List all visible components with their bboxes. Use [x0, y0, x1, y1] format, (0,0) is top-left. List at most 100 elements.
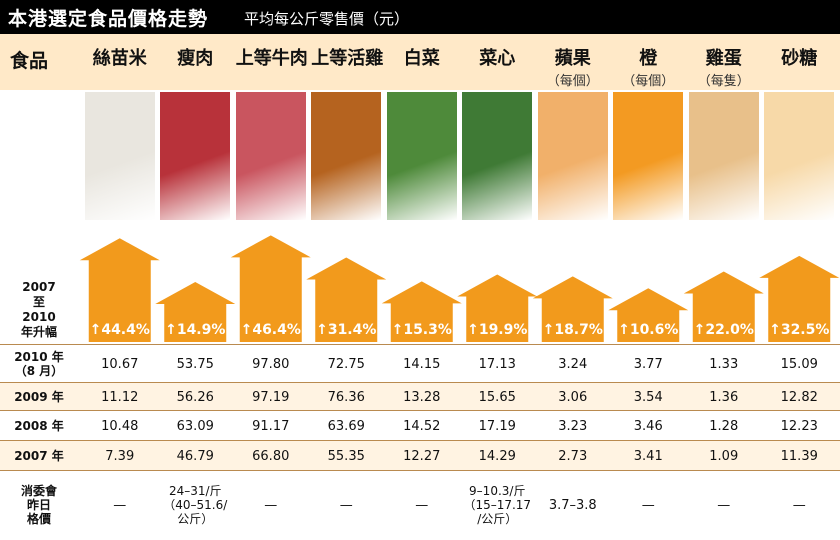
table-cell: 1.36 — [709, 389, 739, 405]
increase-arrow — [532, 276, 613, 342]
increase-value-label: ↑31.4% — [316, 322, 376, 338]
chart-title: 本港選定食品價格走勢 — [8, 8, 209, 30]
table-cell: 11.39 — [780, 448, 818, 464]
table-cell: 15.65 — [478, 389, 516, 405]
increase-value-label: ↑19.9% — [467, 322, 527, 338]
row-label-line: 昨日 — [26, 498, 51, 512]
row-label-line: 2009 年 — [14, 390, 64, 404]
table-cell: 63.69 — [327, 418, 365, 434]
column-name: 蘋果 — [554, 48, 591, 69]
table-cell: 24–31/斤 （40–51.6/ 公斤） — [163, 484, 228, 526]
food-photo — [386, 92, 457, 220]
increase-value-label: ↑14.9% — [165, 322, 225, 338]
table-cell: 3.23 — [558, 418, 588, 434]
table-cell: 15.09 — [780, 356, 818, 372]
table-cell: — — [641, 497, 655, 513]
table-row: 消委會 昨日 格價 — 24–31/斤 （40–51.6/ 公斤） — — — 9–10.3/斤… — [0, 470, 840, 539]
food-photo — [688, 92, 759, 220]
table-cell: 3.06 — [558, 389, 588, 405]
row-label-line: 2008 年 — [14, 419, 64, 433]
increase-value-label: ↑44.4% — [90, 322, 150, 338]
food-photo — [84, 92, 155, 220]
table-cell: 9–10.3/斤 （15–17.17 /公斤） — [463, 484, 532, 526]
header-label: 食品 — [10, 50, 49, 72]
food-photo — [613, 92, 684, 220]
table-cell: 53.75 — [176, 356, 214, 372]
increase-value-label: ↑46.4% — [241, 322, 301, 338]
table-cell: 3.24 — [558, 356, 588, 372]
table-cell: 76.36 — [327, 389, 365, 405]
increase-value-label: ↑15.3% — [392, 322, 452, 338]
table-cell: 72.75 — [327, 356, 365, 372]
food-photo — [235, 92, 306, 220]
table-row: 2008 年 10.48 63.09 91.17 63.69 14.52 17.19 3.23… — [0, 410, 840, 441]
table-cell: 12.82 — [780, 389, 818, 405]
table-cell: 10.67 — [101, 356, 139, 372]
table-cell: 1.09 — [709, 448, 739, 464]
increase-arrow — [79, 238, 160, 342]
increase-arrow — [230, 235, 311, 342]
table-row: 2010 年（8 月） 10.67 53.75 97.80 72.75 14.15 17.1… — [0, 344, 840, 383]
header-row: 食品 絲苗米 瘦肉 上等牛肉 上等活雞 白菜 菜心 蘋果 （每個） 橙 （每個） 雞蛋 （每隻） 砂糖 — [0, 34, 840, 90]
table-cell: — — [264, 497, 278, 513]
table-cell: 13.28 — [403, 389, 441, 405]
row-label: 2007 年 — [0, 449, 78, 463]
column-unit: （每隻） — [697, 74, 750, 89]
row-label: 消委會 昨日 格價 — [0, 484, 78, 526]
title-bar: 本港選定食品價格走勢 平均每公斤零售價（元） — [0, 0, 840, 34]
increase-arrow — [457, 274, 538, 342]
row-label-line: 格價 — [26, 512, 51, 526]
table-row: 2007 年 7.39 46.79 66.80 55.35 12.27 14.29 2.73 3… — [0, 440, 840, 471]
table-cell: 91.17 — [252, 418, 290, 434]
column-unit: （每個） — [622, 74, 675, 89]
table-cell: 66.80 — [252, 448, 290, 464]
table-cell: 3.46 — [633, 418, 663, 434]
table-cell: — — [792, 497, 806, 513]
increase-value-label: ↑10.6% — [618, 322, 678, 338]
increase-label-line: 年升幅 — [20, 325, 57, 339]
column-name: 瘦肉 — [177, 48, 214, 69]
table-cell: 14.15 — [403, 356, 441, 372]
table-cell: 12.27 — [403, 448, 441, 464]
column-name: 白菜 — [403, 48, 440, 69]
row-label-line: 2007 年 — [14, 449, 64, 463]
table-cell: 55.35 — [327, 448, 365, 464]
table-cell: 3.77 — [633, 356, 663, 372]
table-cell: 17.19 — [478, 418, 516, 434]
table-cell: 14.52 — [403, 418, 441, 434]
column-name: 砂糖 — [781, 48, 818, 69]
table-cell: 7.39 — [105, 448, 135, 464]
increase-label-line: 2007 — [22, 280, 56, 294]
food-photo — [537, 92, 608, 220]
increase-arrow — [381, 281, 462, 342]
column-name: 雞蛋 — [705, 48, 742, 69]
table-cell: 46.79 — [176, 448, 214, 464]
food-photo — [764, 92, 835, 220]
table-cell: 14.29 — [478, 448, 516, 464]
table-cell: 1.28 — [709, 418, 739, 434]
chart-subtitle: 平均每公斤零售價（元） — [244, 10, 410, 28]
increase-label-line: 至 — [32, 295, 45, 309]
column-unit: （每個） — [546, 74, 599, 89]
column-name: 絲苗米 — [92, 48, 147, 69]
increase-arrow — [306, 257, 387, 342]
table-cell: 12.23 — [780, 418, 818, 434]
increase-label: 2007 至 2010 年升幅 — [0, 280, 78, 340]
table-cell: — — [339, 497, 353, 513]
row-label-line: （8 月） — [14, 364, 64, 378]
table-cell: 3.54 — [633, 389, 663, 405]
increase-arrow — [608, 288, 689, 342]
row-label: 2010 年（8 月） — [0, 350, 78, 378]
table-cell: 56.26 — [176, 389, 214, 405]
row-label-line: 2010 年 — [14, 350, 64, 364]
increase-arrow — [155, 281, 236, 342]
column-name: 菜心 — [479, 48, 516, 69]
increase-arrow — [683, 271, 764, 342]
table-cell: 97.19 — [252, 389, 290, 405]
table-row: 2009 年 11.12 56.26 97.19 76.36 13.28 15.65 3.06… — [0, 382, 840, 411]
table-cell: 11.12 — [101, 389, 139, 405]
row-label-line: 消委會 — [20, 484, 57, 498]
row-label: 2009 年 — [0, 390, 78, 404]
table-cell: — — [415, 497, 429, 513]
table-cell: 63.09 — [176, 418, 214, 434]
